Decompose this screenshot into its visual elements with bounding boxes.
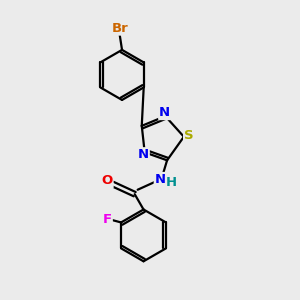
Text: N: N [138,148,149,161]
Text: O: O [101,174,112,188]
Text: Br: Br [111,22,128,34]
Text: S: S [184,129,194,142]
Text: H: H [166,176,177,190]
Text: N: N [159,106,170,119]
Text: F: F [103,213,112,226]
Text: N: N [155,173,166,186]
